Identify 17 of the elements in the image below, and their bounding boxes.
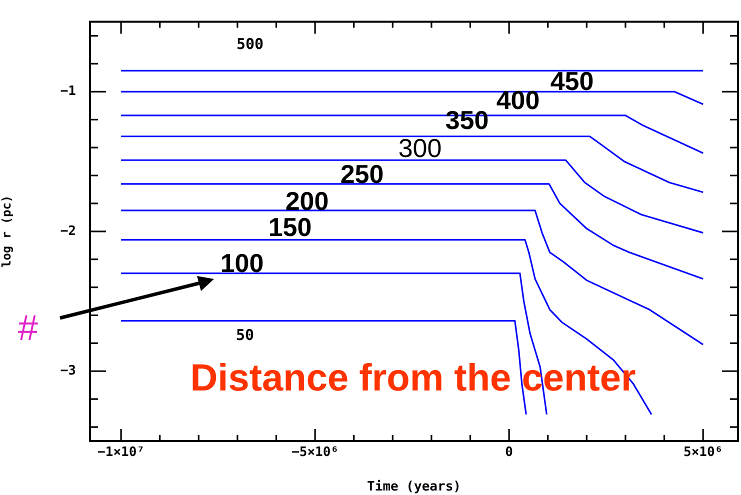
x-tick-label: 5×10⁶ <box>684 445 723 460</box>
x-tick-label: −1×10⁷ <box>98 445 145 460</box>
series-label: 50 <box>236 326 254 344</box>
series-label: 250 <box>340 159 384 190</box>
series-label: 400 <box>496 85 540 116</box>
text: # <box>18 306 38 348</box>
x-axis-title: Time (years) <box>367 480 461 495</box>
series-label: 100 <box>220 248 264 278</box>
y-tick-label: −3 <box>60 364 76 379</box>
series-label: 300 <box>398 133 442 164</box>
y-axis-title: log r (pc) <box>0 195 14 268</box>
y-tick-label: −2 <box>60 224 76 239</box>
x-tick-label: 0 <box>505 445 514 460</box>
y-tick-label: −1 <box>60 84 76 100</box>
x-tick-label: −5×10⁶ <box>292 445 339 460</box>
series-label: 500 <box>236 34 264 53</box>
series-label: 450 <box>550 66 594 96</box>
